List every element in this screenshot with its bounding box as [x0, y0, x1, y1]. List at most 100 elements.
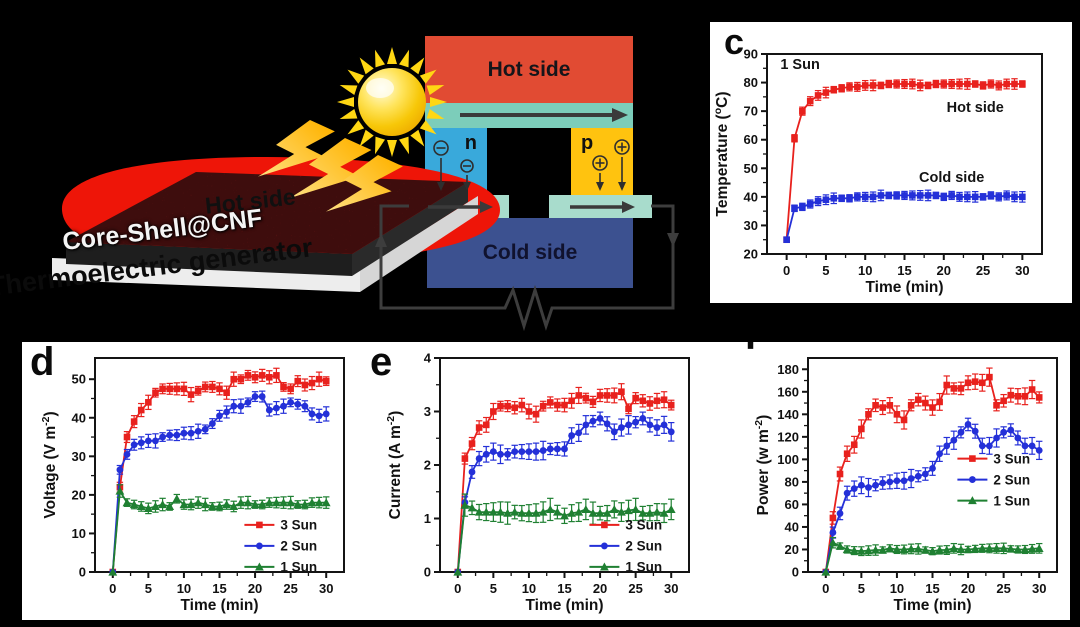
- svg-text:5: 5: [145, 581, 152, 596]
- svg-text:3: 3: [424, 404, 431, 419]
- schematic-n-leg: n: [425, 128, 487, 196]
- wire-arrow-up-icon: [375, 233, 387, 247]
- svg-text:40: 40: [72, 410, 86, 425]
- svg-text:50: 50: [744, 161, 758, 176]
- schematic-top-electrode: [425, 103, 633, 128]
- svg-text:Temperature (oC): Temperature (oC): [712, 92, 731, 217]
- sunlight-bolt-icons: [257, 120, 403, 212]
- svg-text:2: 2: [424, 458, 431, 473]
- svg-text:Time (min): Time (min): [865, 279, 943, 296]
- schematic-p-label: p: [581, 132, 594, 154]
- svg-text:5: 5: [858, 581, 865, 596]
- svg-text:90: 90: [744, 47, 758, 62]
- svg-text:25: 25: [283, 581, 297, 596]
- svg-text:0: 0: [424, 565, 431, 580]
- svg-text:10: 10: [72, 526, 86, 541]
- svg-text:0: 0: [454, 581, 461, 596]
- svg-text:20: 20: [961, 581, 975, 596]
- svg-text:Power (w m-2): Power (w m-2): [753, 415, 772, 516]
- panel-label-d: d: [30, 342, 55, 384]
- schematic-hot-side-block: Hot side: [425, 36, 633, 103]
- svg-text:Voltage (V m-2): Voltage (V m-2): [40, 411, 59, 518]
- svg-text:160: 160: [777, 384, 799, 399]
- svg-text:30: 30: [72, 449, 86, 464]
- svg-text:30: 30: [1015, 263, 1029, 278]
- svg-text:120: 120: [777, 429, 799, 444]
- schematic-bottom-electrode-left: [408, 195, 509, 218]
- svg-text:100: 100: [777, 452, 799, 467]
- svg-text:10: 10: [890, 581, 904, 596]
- svg-text:4: 4: [424, 351, 432, 366]
- svg-text:20: 20: [937, 263, 951, 278]
- svg-text:0: 0: [79, 565, 86, 580]
- panel-label-f: f: [744, 342, 757, 356]
- svg-text:20: 20: [593, 581, 607, 596]
- svg-text:15: 15: [897, 263, 911, 278]
- svg-text:5: 5: [822, 263, 829, 278]
- svg-text:0: 0: [783, 263, 790, 278]
- svg-text:2 Sun: 2 Sun: [625, 539, 662, 554]
- svg-text:0: 0: [822, 581, 829, 596]
- svg-text:30: 30: [744, 218, 758, 233]
- svg-text:Time (min): Time (min): [525, 597, 603, 614]
- svg-text:1 Sun: 1 Sun: [993, 493, 1030, 508]
- svg-text:5: 5: [490, 581, 497, 596]
- svg-text:80: 80: [785, 474, 799, 489]
- svg-text:3 Sun: 3 Sun: [993, 451, 1030, 466]
- svg-text:0: 0: [109, 581, 116, 596]
- svg-text:10: 10: [858, 263, 872, 278]
- svg-text:25: 25: [976, 263, 990, 278]
- schematic-cold-side-label: Cold side: [482, 241, 578, 264]
- schematic-hot-side-label: Hot side: [487, 57, 571, 81]
- svg-text:15: 15: [925, 581, 939, 596]
- schematic-cold-side-block: Cold side: [427, 218, 633, 288]
- svg-text:30: 30: [319, 581, 333, 596]
- power-chart: 0 5 10 15 20 25 30 0 20 40 60 80 100 120 140 160 180 Time…: [753, 357, 1058, 614]
- svg-text:15: 15: [212, 581, 226, 596]
- svg-text:180: 180: [777, 362, 799, 377]
- svg-text:1 Sun: 1 Sun: [625, 560, 662, 575]
- schematic-bottom-electrode-right: [549, 195, 652, 218]
- svg-text:50: 50: [72, 372, 86, 387]
- svg-text:20: 20: [744, 247, 758, 262]
- svg-text:15: 15: [557, 581, 571, 596]
- wire-arrow-down-icon: [667, 233, 679, 247]
- svg-text:25: 25: [996, 581, 1010, 596]
- panel-c-background: c: [710, 22, 1072, 303]
- svg-text:2 Sun: 2 Sun: [280, 539, 317, 554]
- svg-text:40: 40: [785, 519, 799, 534]
- svg-text:20: 20: [248, 581, 262, 596]
- svg-text:2 Sun: 2 Sun: [993, 472, 1030, 487]
- svg-text:1 Sun: 1 Sun: [780, 57, 819, 73]
- panel-label-e: e: [370, 342, 393, 384]
- svg-text:80: 80: [744, 75, 758, 90]
- svg-text:10: 10: [177, 581, 191, 596]
- svg-text:3 Sun: 3 Sun: [280, 518, 317, 533]
- svg-text:Cold side: Cold side: [919, 170, 984, 186]
- temperature-chart: 0 5 10 15 20 25 30 20 30 40 50 60 70 80 90 Time (min) Te…: [712, 47, 1043, 296]
- svg-text:1: 1: [424, 511, 431, 526]
- svg-text:30: 30: [1032, 581, 1046, 596]
- svg-text:40: 40: [744, 189, 758, 204]
- current-chart: 0 5 10 15 20 25 30 0 1 2 3 4 Time (min) Current (A m-…: [385, 351, 690, 614]
- svg-text:Current (A m-2): Current (A m-2): [385, 411, 404, 520]
- svg-text:Time (min): Time (min): [893, 597, 971, 614]
- svg-text:20: 20: [72, 487, 86, 502]
- svg-text:10: 10: [522, 581, 536, 596]
- svg-text:60: 60: [744, 132, 758, 147]
- panel-label-c: c: [724, 21, 745, 62]
- svg-text:60: 60: [785, 497, 799, 512]
- svg-text:Hot side: Hot side: [947, 100, 1004, 116]
- svg-text:20: 20: [785, 542, 799, 557]
- voltage-chart: 0 5 10 15 20 25 30 0 10 20 30 40 50 Time (min) Voltage…: [40, 357, 345, 614]
- svg-text:70: 70: [744, 104, 758, 119]
- svg-text:30: 30: [664, 581, 678, 596]
- schematic-n-label: n: [464, 132, 477, 154]
- svg-text:3 Sun: 3 Sun: [625, 518, 662, 533]
- schematic-p-leg: p: [571, 128, 633, 196]
- svg-text:140: 140: [777, 407, 799, 422]
- svg-text:1 Sun: 1 Sun: [280, 560, 317, 575]
- svg-text:Time (min): Time (min): [180, 597, 258, 614]
- svg-text:25: 25: [628, 581, 642, 596]
